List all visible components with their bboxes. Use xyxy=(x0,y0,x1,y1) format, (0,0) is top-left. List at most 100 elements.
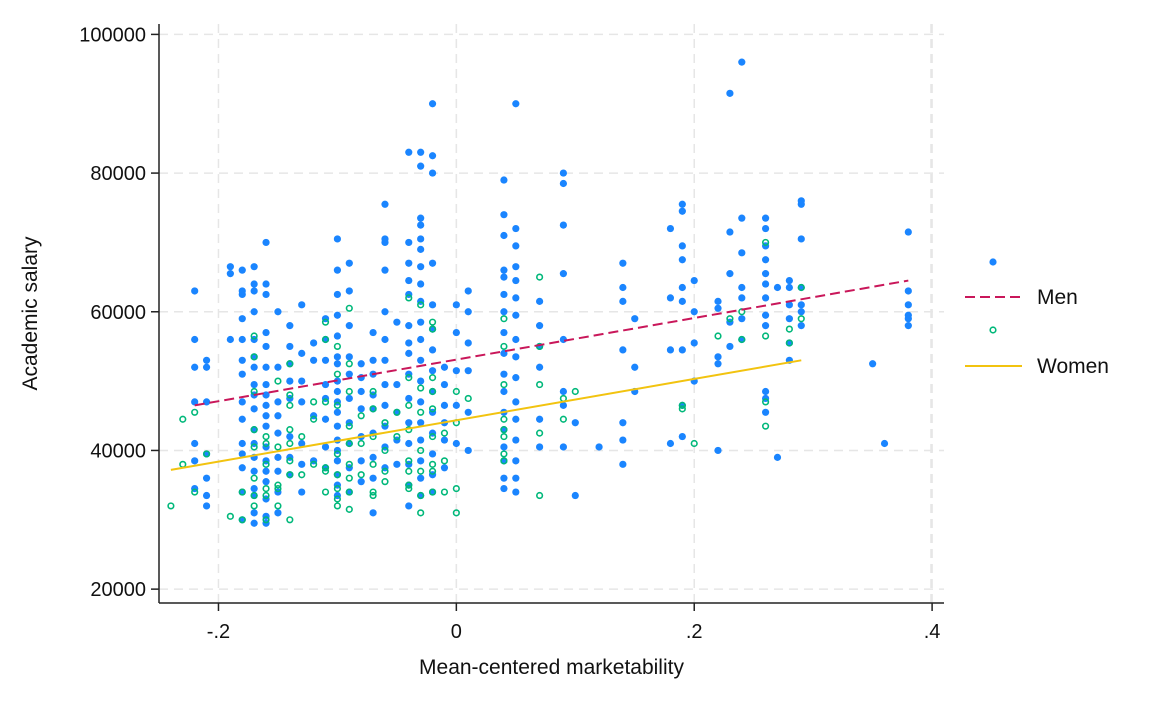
data-point-men xyxy=(559,443,567,451)
data-point-women xyxy=(464,394,472,403)
data-point-women xyxy=(405,481,413,489)
data-point-men xyxy=(512,488,520,496)
data-point-women xyxy=(345,439,353,448)
data-point-men xyxy=(191,398,199,406)
data-point-men xyxy=(428,259,437,267)
data-point-men xyxy=(310,339,318,347)
data-point-women xyxy=(274,481,282,489)
data-point-men xyxy=(690,276,698,285)
data-point-women xyxy=(321,488,330,496)
data-point-men xyxy=(417,377,425,385)
data-point-men xyxy=(500,176,508,184)
data-point-men xyxy=(262,363,270,371)
data-point-women xyxy=(369,488,377,496)
data-point-women xyxy=(785,325,793,333)
data-point-men xyxy=(500,484,508,493)
data-point-men xyxy=(405,394,413,403)
data-point-women xyxy=(202,450,211,458)
data-point-men xyxy=(452,367,460,375)
data-point-men xyxy=(500,266,508,274)
data-point-men xyxy=(405,276,413,285)
data-point-men xyxy=(333,408,342,416)
data-point-men xyxy=(202,502,211,510)
data-point-men xyxy=(619,436,627,444)
data-point-men xyxy=(369,356,377,364)
data-point-women xyxy=(797,315,805,323)
data-point-women xyxy=(761,398,770,406)
data-point-women xyxy=(405,401,413,409)
data-point-men xyxy=(512,353,520,361)
data-point-men xyxy=(678,432,686,441)
data-point-women xyxy=(321,464,330,472)
data-point-women xyxy=(262,491,270,500)
data-point-men xyxy=(512,100,520,108)
data-point-men xyxy=(357,405,365,413)
data-point-women xyxy=(357,471,365,479)
data-point-women xyxy=(428,460,437,468)
data-point-women xyxy=(333,502,342,510)
data-point-men xyxy=(500,290,508,299)
data-point-men xyxy=(500,231,508,240)
data-point-men xyxy=(761,214,770,222)
data-point-men xyxy=(559,387,567,396)
data-point-men xyxy=(559,179,567,188)
data-point-men xyxy=(500,273,508,281)
data-point-men xyxy=(298,377,306,385)
data-point-men xyxy=(631,315,639,323)
data-point-men xyxy=(238,290,246,299)
data-point-women xyxy=(405,374,413,382)
data-point-women xyxy=(321,467,330,475)
data-point-women xyxy=(428,432,437,441)
data-point-women xyxy=(678,405,686,413)
data-point-men xyxy=(262,467,270,475)
data-point-men xyxy=(310,356,318,364)
data-point-women xyxy=(381,467,389,475)
data-point-men xyxy=(785,283,793,292)
data-point-men xyxy=(595,443,603,451)
data-point-men xyxy=(274,509,282,517)
data-point-women xyxy=(428,387,437,396)
data-point-men xyxy=(417,419,425,427)
data-point-women xyxy=(571,387,579,396)
data-point-women xyxy=(738,335,746,344)
data-point-men xyxy=(417,221,425,229)
data-point-men xyxy=(464,287,472,295)
data-point-men xyxy=(381,401,389,409)
data-point-men xyxy=(333,422,342,430)
data-point-men xyxy=(238,415,246,423)
data-point-women xyxy=(417,384,425,392)
data-point-women xyxy=(286,471,294,479)
data-point-men xyxy=(904,301,912,309)
data-point-men xyxy=(369,453,377,461)
data-point-men xyxy=(559,401,567,409)
data-point-women xyxy=(417,467,425,475)
data-point-men xyxy=(262,422,270,430)
data-point-women xyxy=(452,387,460,396)
data-point-women xyxy=(250,491,258,500)
data-point-men xyxy=(880,439,889,448)
data-point-men xyxy=(464,339,472,347)
data-point-women xyxy=(345,304,353,312)
data-point-women xyxy=(428,405,437,413)
data-point-men xyxy=(678,297,686,305)
data-point-women xyxy=(381,446,389,455)
data-point-men xyxy=(464,308,472,316)
data-point-men xyxy=(773,453,782,461)
data-point-men xyxy=(428,152,437,160)
data-point-men xyxy=(417,318,425,326)
data-point-men xyxy=(726,89,734,97)
data-point-men xyxy=(440,436,449,444)
data-point-women xyxy=(405,294,413,302)
data-point-women xyxy=(393,432,401,441)
tick-labels: 20000 40000 60000 80000 100000 -.2 0 .2 .4 xyxy=(79,24,940,643)
data-point-men xyxy=(226,270,234,278)
data-point-men xyxy=(417,335,425,344)
data-point-men xyxy=(393,318,401,326)
data-point-men xyxy=(440,380,449,389)
data-point-men xyxy=(738,315,746,323)
data-point-women xyxy=(761,332,770,340)
data-point-men xyxy=(405,339,413,347)
data-point-men xyxy=(536,297,544,305)
data-point-women xyxy=(262,460,270,468)
data-point-women xyxy=(500,380,508,389)
